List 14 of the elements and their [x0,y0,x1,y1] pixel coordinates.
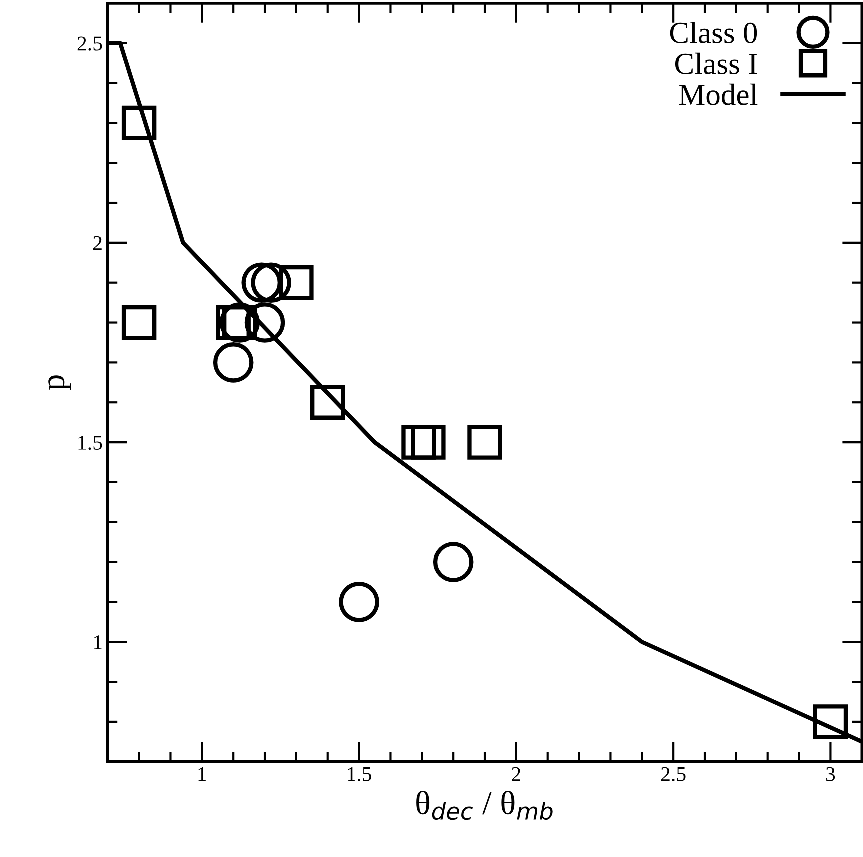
legend-label: Model [679,84,758,106]
y-tick-label: 1 [94,636,102,650]
x-tick-label: 1 [198,767,206,782]
x-tick-label: 3 [826,767,836,782]
legend-label: Class 0 [670,22,758,44]
x-tick-label: 1.5 [348,767,372,782]
legend-label: Class I [675,52,758,74]
y-tick-label: 2.5 [78,36,102,51]
y-tick-label: 2 [94,236,102,250]
x-tick-label: 2.5 [661,767,686,782]
y-tick-label: 1.5 [78,436,102,450]
x-tick-label: 2 [512,767,520,782]
x-axis-title: θ$_{dec}$ / θ$_{mb}$ [416,790,553,820]
y-axis-title: p [48,376,72,390]
